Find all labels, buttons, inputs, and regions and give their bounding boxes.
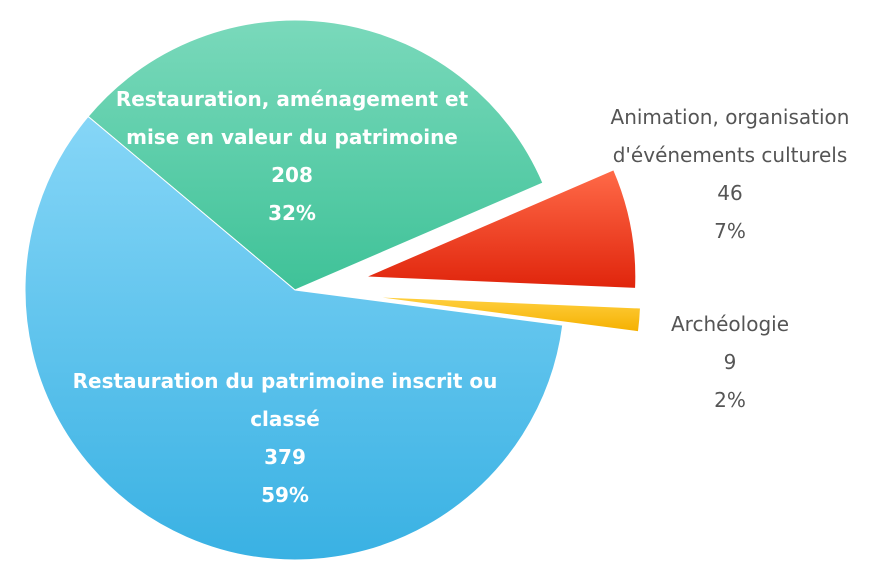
category-label: Restauration du patrimoine inscrit ou cl… xyxy=(72,369,498,431)
value-label: 208 xyxy=(271,163,313,187)
percent-label: 59% xyxy=(261,483,309,507)
category-label: Animation, organisation d'événements cul… xyxy=(610,105,850,167)
percent-label: 7% xyxy=(714,219,746,243)
value-label: 9 xyxy=(723,350,737,374)
pie-slice xyxy=(365,169,637,289)
category-label: Archéologie xyxy=(670,312,790,336)
pie-slice xyxy=(87,19,544,291)
category-label: Restauration, aménagement et mise en val… xyxy=(115,87,469,149)
value-label: 46 xyxy=(717,181,743,205)
slice-label: Restauration du patrimoine inscrit ou cl… xyxy=(45,362,525,514)
slice-label: Archéologie 9 2% xyxy=(630,305,830,419)
percent-label: 32% xyxy=(268,201,316,225)
slice-label: Animation, organisation d'événements cul… xyxy=(570,98,890,250)
value-label: 379 xyxy=(264,445,306,469)
pie-slice xyxy=(370,296,641,333)
slice-label: Restauration, aménagement et mise en val… xyxy=(92,80,492,232)
pie-slice xyxy=(24,115,564,561)
percent-label: 2% xyxy=(714,388,746,412)
